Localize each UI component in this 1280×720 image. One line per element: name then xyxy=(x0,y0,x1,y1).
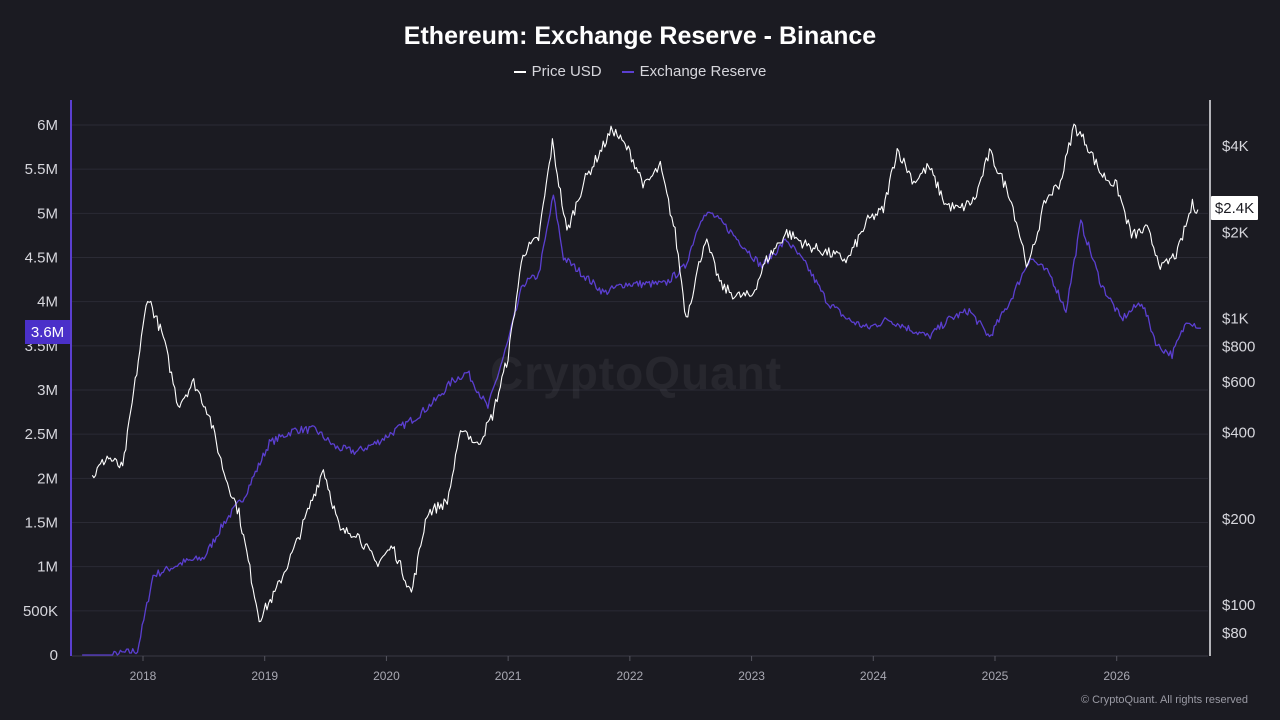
grid-lines xyxy=(72,124,1208,612)
left-current-badge-label: 3.6M xyxy=(31,324,64,341)
left-tick-label: 2M xyxy=(37,470,58,487)
left-tick-label: 500K xyxy=(23,603,58,620)
x-tick-label: 2023 xyxy=(738,669,765,683)
left-tick-label: 1.5M xyxy=(25,515,58,532)
legend-swatch-reserve-icon xyxy=(621,70,634,73)
left-tick-label: 2.5M xyxy=(25,426,58,443)
left-tick-label: 3M xyxy=(37,382,58,399)
x-tick-label: 2022 xyxy=(617,669,644,683)
left-current-badge xyxy=(25,320,70,344)
left-tick-label: 4.5M xyxy=(25,250,58,267)
x-tick-label: 2019 xyxy=(251,669,278,683)
watermark: CryptoQuant xyxy=(490,347,783,399)
x-tick-label: 2024 xyxy=(860,669,887,683)
right-tick-label: $400 xyxy=(1222,425,1255,442)
right-axis: $80 $100 $200 $400 $600 $800 $1K $2K $4K xyxy=(1209,100,1255,656)
right-tick-label: $4K xyxy=(1222,138,1249,155)
left-tick-label: 4M xyxy=(37,294,58,311)
x-tick-label: 2020 xyxy=(373,669,400,683)
copyright-notice: © CryptoQuant. All rights reserved xyxy=(1080,694,1248,706)
left-tick-label: 6M xyxy=(37,117,58,134)
left-tick-label: 5.5M xyxy=(25,161,58,178)
left-tick-label: 5M xyxy=(37,205,58,222)
series-layer xyxy=(82,123,1201,656)
x-axis: 2018 2019 2020 2021 2022 2023 2024 2025 2026 xyxy=(72,655,1208,683)
badge-layer: 3.6M $2.4K xyxy=(25,196,1258,344)
x-tick-label: 2025 xyxy=(982,669,1009,683)
x-tick-label: 2021 xyxy=(495,669,522,683)
right-tick-label: $1K xyxy=(1222,311,1249,328)
right-tick-label: $600 xyxy=(1222,374,1255,391)
series-line-exchange-reserve xyxy=(82,194,1201,656)
right-tick-label: $800 xyxy=(1222,338,1255,355)
x-tick-label: 2026 xyxy=(1103,669,1130,683)
right-current-badge xyxy=(1211,196,1258,220)
x-tick-label: 2018 xyxy=(130,669,157,683)
right-current-badge-label: $2.4K xyxy=(1215,200,1254,217)
legend: Price USD Exchange Reserve xyxy=(0,63,1280,80)
right-tick-label: $80 xyxy=(1222,625,1247,642)
right-tick-label: $2K xyxy=(1222,224,1249,241)
legend-swatch-price-icon xyxy=(513,70,526,73)
right-tick-label: $200 xyxy=(1222,511,1255,528)
left-tick-label: 0 xyxy=(50,647,58,664)
legend-item-price[interactable]: Price USD xyxy=(513,63,602,80)
legend-label-price: Price USD xyxy=(531,63,602,80)
legend-item-reserve[interactable]: Exchange Reserve xyxy=(621,63,767,80)
left-tick-label: 1M xyxy=(37,559,58,576)
legend-label-reserve: Exchange Reserve xyxy=(639,63,767,80)
series-line-price-usd xyxy=(91,123,1199,623)
right-tick-label: $100 xyxy=(1222,597,1255,614)
chart-title: Ethereum: Exchange Reserve - Binance xyxy=(403,22,877,50)
